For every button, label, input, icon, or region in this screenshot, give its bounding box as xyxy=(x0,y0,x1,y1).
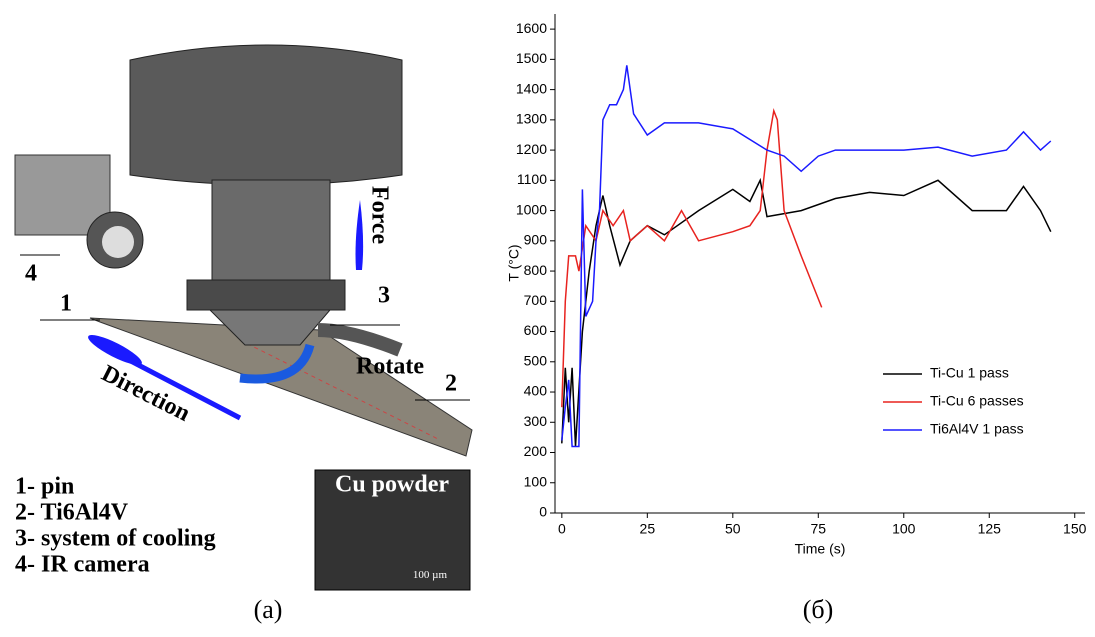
y-axis-label: T (°C) xyxy=(506,244,522,281)
y-tick-label: 1200 xyxy=(516,141,547,157)
legend-label: Ti-Cu 1 pass xyxy=(930,365,1009,381)
inset xyxy=(314,469,471,591)
x-tick-label: 100 xyxy=(892,521,916,537)
direction-arrow-tail xyxy=(88,335,142,365)
x-tick-label: 150 xyxy=(1063,521,1087,537)
legend-item: 4- IR camera xyxy=(15,552,150,578)
inset-title: Cu powder xyxy=(335,472,449,498)
caption: (б) xyxy=(803,595,834,624)
series-line xyxy=(561,65,1052,448)
x-tick-label: 75 xyxy=(811,521,827,537)
y-tick-label: 900 xyxy=(524,232,548,248)
y-tick-label: 600 xyxy=(524,322,548,338)
force-arrow xyxy=(355,200,364,270)
legend-item: 1- pin xyxy=(15,474,74,500)
x-tick-label: 50 xyxy=(725,521,741,537)
marker: 1 xyxy=(60,291,72,317)
caption: (a) xyxy=(254,595,283,624)
force-label: Force xyxy=(366,186,392,245)
y-tick-label: 1400 xyxy=(516,80,547,96)
legend-label: Ti-Cu 6 passes xyxy=(930,393,1024,409)
chart: 0100200300400500600700800900100011001200… xyxy=(506,14,1087,557)
flange xyxy=(186,279,346,311)
legend-item: 3- system of cooling xyxy=(15,526,216,552)
legend-label: Ti6Al4V 1 pass xyxy=(930,421,1024,437)
rotate-arrow xyxy=(239,343,315,384)
y-tick-label: 0 xyxy=(539,504,547,520)
seam xyxy=(239,339,441,441)
cooling-pipe xyxy=(317,323,403,357)
y-tick-label: 1500 xyxy=(516,50,547,66)
y-tick-label: 800 xyxy=(524,262,548,278)
marker: 3 xyxy=(378,283,390,309)
x-axis-label: Time (s) xyxy=(795,541,846,557)
marker: 2 xyxy=(445,371,457,397)
spindle-body xyxy=(211,179,331,281)
y-tick-label: 1100 xyxy=(517,171,547,187)
y-tick-label: 1300 xyxy=(516,111,547,127)
y-tick-label: 300 xyxy=(524,413,548,429)
x-tick-label: 25 xyxy=(640,521,656,537)
y-tick-label: 700 xyxy=(524,292,548,308)
series-line xyxy=(561,108,823,408)
tool xyxy=(208,309,332,346)
y-tick-label: 200 xyxy=(524,443,548,459)
spindle-head xyxy=(129,44,403,186)
y-tick-label: 400 xyxy=(524,383,548,399)
x-tick-label: 125 xyxy=(978,521,1002,537)
x-tick-label: 0 xyxy=(558,521,566,537)
diagram: Force Rotate Direction 1 2 3 4 1- pin 2-… xyxy=(14,44,473,591)
y-tick-label: 100 xyxy=(524,473,548,489)
y-tick-label: 500 xyxy=(524,352,548,368)
rotate-label: Rotate xyxy=(356,354,424,380)
marker: 4 xyxy=(25,261,37,287)
scale-bar: 100 µm xyxy=(413,569,448,581)
y-tick-label: 1000 xyxy=(516,201,547,217)
legend-item: 2- Ti6Al4V xyxy=(15,500,129,526)
y-tick-label: 1600 xyxy=(516,20,547,36)
camera-glass xyxy=(102,226,134,258)
